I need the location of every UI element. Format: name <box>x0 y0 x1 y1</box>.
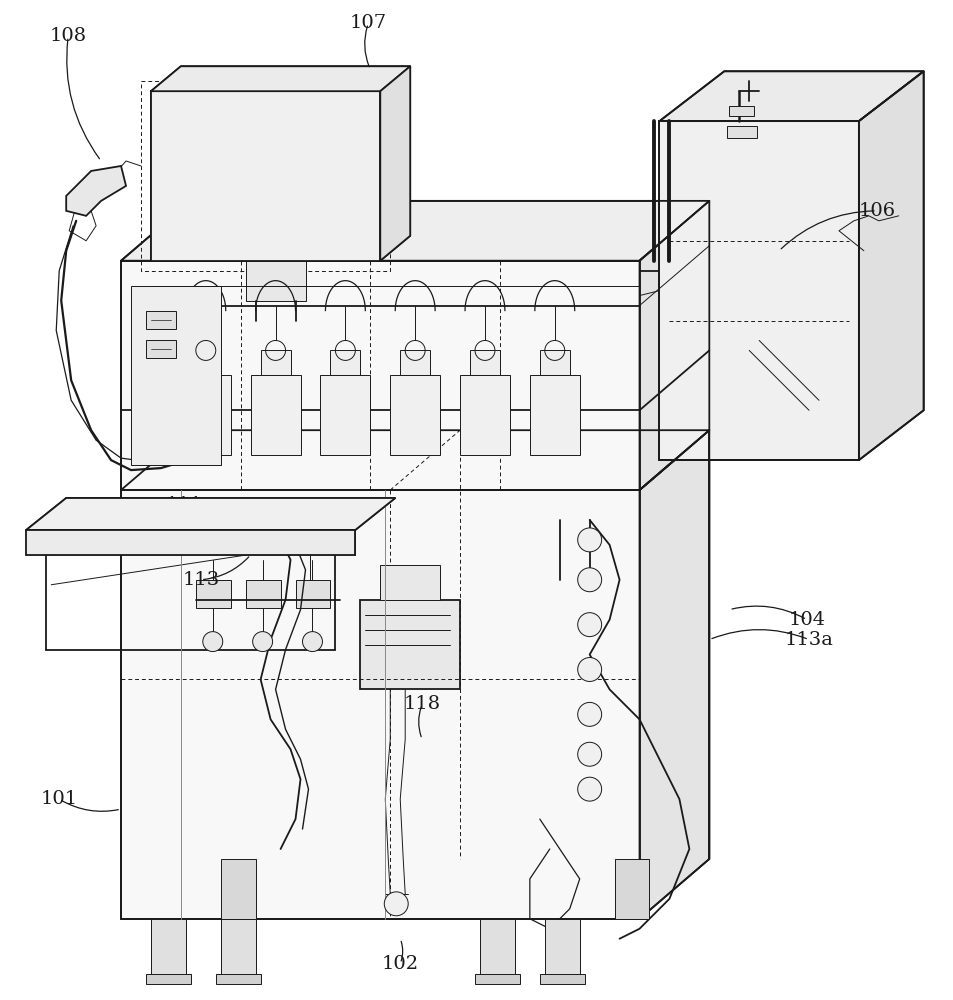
Circle shape <box>578 777 601 801</box>
Polygon shape <box>659 71 923 121</box>
Bar <box>171 111 360 241</box>
Polygon shape <box>220 859 255 919</box>
Text: 111: 111 <box>165 496 202 514</box>
Polygon shape <box>390 375 439 455</box>
Text: 113: 113 <box>182 571 219 589</box>
Polygon shape <box>151 66 410 91</box>
Polygon shape <box>479 919 515 979</box>
Bar <box>726 126 757 138</box>
Polygon shape <box>121 201 709 261</box>
Circle shape <box>384 892 408 916</box>
Polygon shape <box>659 121 858 460</box>
Polygon shape <box>151 919 186 979</box>
Polygon shape <box>121 261 639 490</box>
Polygon shape <box>220 919 255 979</box>
Bar <box>146 311 175 329</box>
Polygon shape <box>475 974 519 984</box>
Polygon shape <box>27 498 395 530</box>
Circle shape <box>253 632 273 652</box>
Text: 106: 106 <box>858 202 895 220</box>
Polygon shape <box>380 66 410 261</box>
Circle shape <box>578 528 601 552</box>
Polygon shape <box>539 350 569 375</box>
Polygon shape <box>121 490 639 919</box>
Polygon shape <box>151 91 380 261</box>
Bar <box>146 340 175 358</box>
Polygon shape <box>320 375 370 455</box>
Circle shape <box>578 742 601 766</box>
Circle shape <box>578 702 601 726</box>
Polygon shape <box>459 375 509 455</box>
Polygon shape <box>400 350 430 375</box>
Text: 101: 101 <box>41 790 78 808</box>
Circle shape <box>302 632 322 652</box>
Circle shape <box>578 658 601 681</box>
Bar <box>246 580 280 608</box>
Polygon shape <box>330 350 360 375</box>
Polygon shape <box>858 71 923 460</box>
Polygon shape <box>191 350 220 375</box>
Bar <box>295 580 330 608</box>
Polygon shape <box>639 201 709 490</box>
Polygon shape <box>529 375 579 455</box>
Bar <box>246 261 305 301</box>
Bar <box>728 106 754 116</box>
Polygon shape <box>260 350 291 375</box>
Polygon shape <box>215 974 260 984</box>
Text: 108: 108 <box>50 27 87 45</box>
Polygon shape <box>251 375 300 455</box>
Bar <box>131 286 220 465</box>
Polygon shape <box>614 859 649 919</box>
Bar <box>360 600 459 689</box>
Bar <box>310 532 345 554</box>
Circle shape <box>203 632 222 652</box>
Circle shape <box>578 613 601 637</box>
Circle shape <box>578 568 601 592</box>
Text: 102: 102 <box>381 955 418 973</box>
Bar <box>380 565 439 600</box>
Polygon shape <box>121 430 709 490</box>
Polygon shape <box>470 350 499 375</box>
Text: 113a: 113a <box>783 631 833 649</box>
Polygon shape <box>181 375 231 455</box>
Polygon shape <box>639 430 709 919</box>
Polygon shape <box>146 974 191 984</box>
Text: 118: 118 <box>403 695 440 713</box>
Polygon shape <box>27 530 355 555</box>
Polygon shape <box>544 919 579 979</box>
Polygon shape <box>66 166 126 216</box>
Bar <box>195 580 231 608</box>
Polygon shape <box>539 974 584 984</box>
Text: 104: 104 <box>787 611 824 629</box>
Text: 107: 107 <box>350 14 387 32</box>
